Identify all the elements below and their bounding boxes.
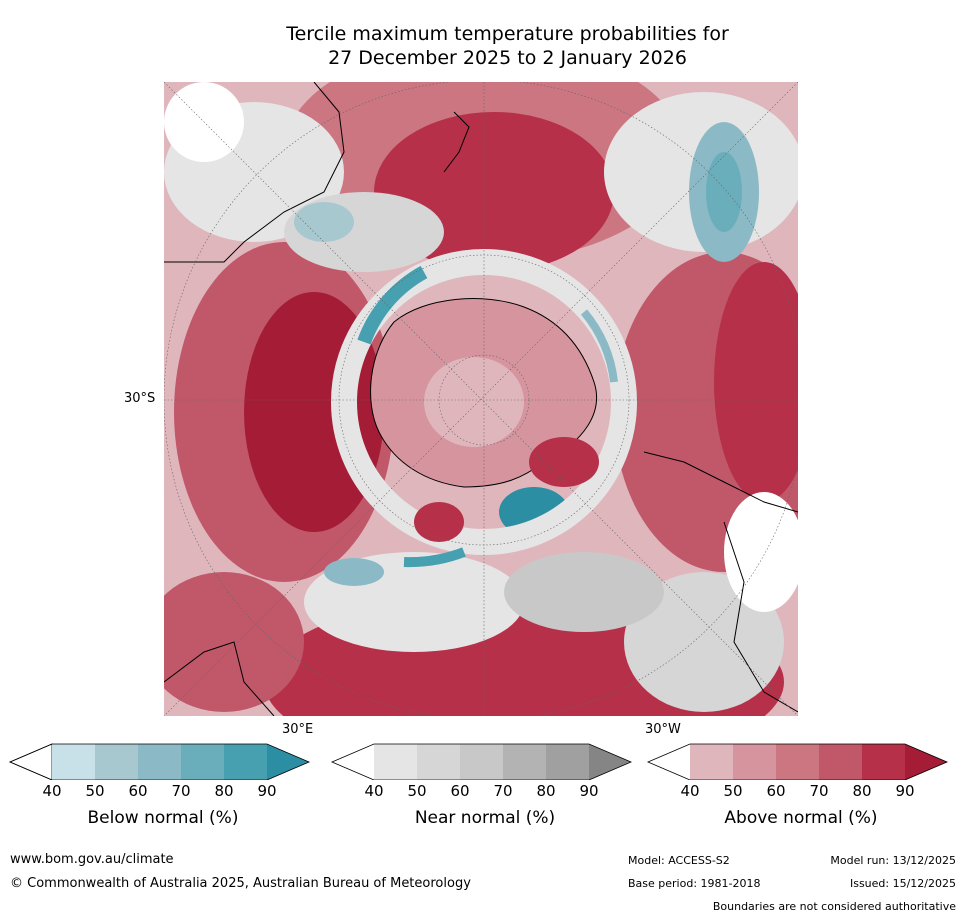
below-ring-segment xyxy=(403,547,466,568)
above-region xyxy=(714,262,798,502)
latitude-label: 30°S xyxy=(124,391,156,406)
tick-label: 70 xyxy=(171,782,191,800)
swatch xyxy=(374,744,417,780)
tick-label: 60 xyxy=(766,782,786,800)
model-run: Model run: 13/12/2025 xyxy=(830,854,956,867)
south-america-coastline xyxy=(643,451,798,513)
swatch xyxy=(776,744,819,780)
swatch xyxy=(95,744,138,780)
title-line-1: Tercile maximum temperature probabilitie… xyxy=(286,23,729,45)
swatch xyxy=(648,744,690,780)
near-region xyxy=(504,552,664,632)
africa-coastline xyxy=(164,641,275,716)
issued-date: Issued: 15/12/2025 xyxy=(849,877,956,890)
swatch xyxy=(138,744,181,780)
tick-label: 90 xyxy=(895,782,915,800)
colorbar-ticks: 40 50 60 70 80 90 xyxy=(646,782,956,802)
below-ring-segment xyxy=(580,309,618,383)
below-ring-segment xyxy=(357,265,428,345)
colorbar-ticks: 40 50 60 70 80 90 xyxy=(330,782,640,802)
below-region xyxy=(706,152,742,232)
tick-label: 70 xyxy=(809,782,829,800)
australia-coastline xyxy=(164,82,345,263)
swatch xyxy=(690,744,733,780)
swatch xyxy=(819,744,862,780)
tick-label: 80 xyxy=(214,782,234,800)
colorbar-title: Near normal (%) xyxy=(414,808,556,828)
colorbar-above-swatches xyxy=(646,743,949,780)
swatch xyxy=(503,744,546,780)
tick-label: 60 xyxy=(128,782,148,800)
swatch xyxy=(332,744,374,780)
tick-label: 90 xyxy=(579,782,599,800)
tick-label: 80 xyxy=(536,782,556,800)
swatch xyxy=(224,744,267,780)
copyright-text: © Commonwealth of Australia 2025, Austra… xyxy=(10,876,471,891)
website-link[interactable]: www.bom.gov.au/climate xyxy=(10,852,174,867)
colorbar-above: 40 50 60 70 80 90 Above normal (%) xyxy=(646,740,956,840)
swatch xyxy=(589,744,631,780)
disclaimer: Boundaries are not considered authoritat… xyxy=(712,900,956,913)
model-name: Model: ACCESS-S2 xyxy=(628,854,730,867)
colorbar-below-swatches xyxy=(8,743,311,780)
tick-label: 90 xyxy=(257,782,277,800)
new-zealand-coastline xyxy=(443,111,470,173)
above-region xyxy=(414,502,464,542)
colorbar-near-swatches xyxy=(330,743,633,780)
below-region xyxy=(294,202,354,242)
swatch xyxy=(862,744,905,780)
tick-label: 70 xyxy=(493,782,513,800)
map-svg xyxy=(164,82,798,716)
colorbar-below: 40 50 60 70 80 90 Below normal (%) xyxy=(8,740,318,840)
colorbar-title: Below normal (%) xyxy=(87,808,239,828)
above-region xyxy=(424,357,524,447)
colorbar-ticks: 40 50 60 70 80 90 xyxy=(8,782,318,802)
swatch xyxy=(8,743,53,780)
tick-label: 40 xyxy=(680,782,700,800)
south-america-coastline xyxy=(723,521,798,713)
near-region xyxy=(624,572,784,712)
graticule xyxy=(164,82,798,716)
tick-label: 60 xyxy=(450,782,470,800)
neutral-region xyxy=(724,492,798,612)
swatch xyxy=(733,744,776,780)
colorbar-near: 40 50 60 70 80 90 Near normal (%) xyxy=(330,740,640,840)
swatch xyxy=(460,744,503,780)
swatch xyxy=(546,744,589,780)
base-period: Base period: 1981-2018 xyxy=(628,877,761,890)
longitude-label-west: 30°W xyxy=(645,722,681,737)
swatch xyxy=(52,744,95,780)
title-line-2: 27 December 2025 to 2 January 2026 xyxy=(328,47,687,69)
tick-label: 50 xyxy=(723,782,743,800)
above-region xyxy=(529,437,599,487)
swatch xyxy=(267,744,309,780)
colorbar-title: Above normal (%) xyxy=(724,808,878,828)
swatch xyxy=(417,744,460,780)
chart-title: Tercile maximum temperature probabilitie… xyxy=(160,22,855,70)
swatch xyxy=(905,744,947,780)
below-region xyxy=(324,558,384,586)
tick-label: 50 xyxy=(85,782,105,800)
tick-label: 40 xyxy=(42,782,62,800)
tick-label: 80 xyxy=(852,782,872,800)
tick-label: 40 xyxy=(364,782,384,800)
tick-label: 50 xyxy=(407,782,427,800)
swatch xyxy=(181,744,224,780)
longitude-label-east: 30°E xyxy=(282,722,314,737)
probability-map xyxy=(164,82,798,716)
